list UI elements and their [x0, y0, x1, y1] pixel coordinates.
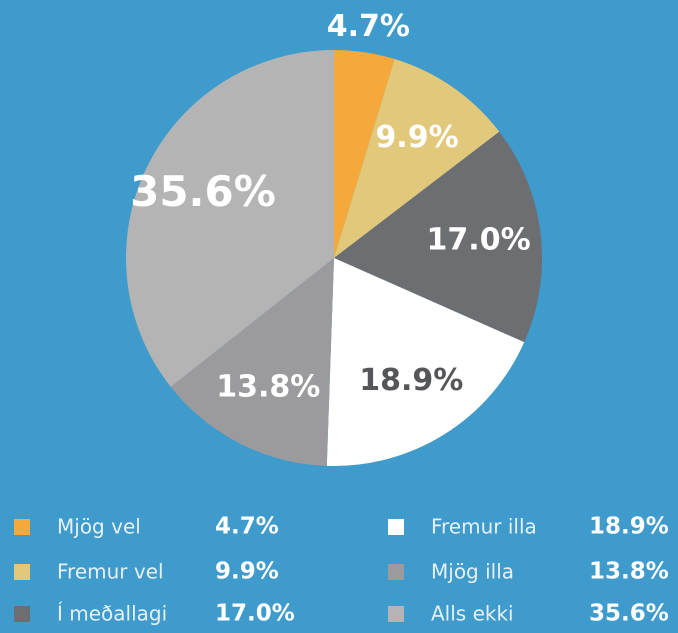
legend-name: Fremur illa — [431, 515, 537, 539]
legend-swatch — [14, 606, 30, 622]
legend-value: 4.7% — [215, 514, 279, 540]
slice-label: 35.6% — [130, 167, 276, 216]
pie-slice — [334, 131, 543, 343]
legend-swatch — [14, 519, 30, 535]
legend-swatch — [388, 519, 404, 535]
legend-name: Alls ekki — [431, 602, 514, 626]
legend-value: 13.8% — [589, 559, 669, 585]
pie-slice — [170, 258, 334, 466]
pie-slice — [326, 258, 525, 466]
legend-name: Fremur vel — [57, 560, 164, 584]
legend-name: Mjög vel — [57, 515, 141, 539]
slice-label: 18.9% — [359, 363, 463, 398]
legend-name: Í meðallagi — [57, 602, 167, 626]
pie-slice — [334, 50, 395, 258]
slice-label: 13.8% — [216, 369, 320, 404]
legend-value: 17.0% — [215, 601, 295, 627]
slice-label: 9.9% — [375, 120, 458, 155]
legend-value: 35.6% — [589, 601, 669, 627]
pie-slice — [334, 59, 500, 259]
legend-value: 18.9% — [589, 514, 669, 540]
pie-slice — [125, 49, 334, 387]
legend-name: Mjög illa — [431, 560, 514, 584]
legend-swatch — [388, 564, 404, 580]
slice-label: 4.7% — [327, 9, 410, 44]
legend-swatch — [14, 564, 30, 580]
legend-value: 9.9% — [215, 559, 279, 585]
legend-swatch — [388, 606, 404, 622]
slice-label: 17.0% — [427, 222, 531, 257]
